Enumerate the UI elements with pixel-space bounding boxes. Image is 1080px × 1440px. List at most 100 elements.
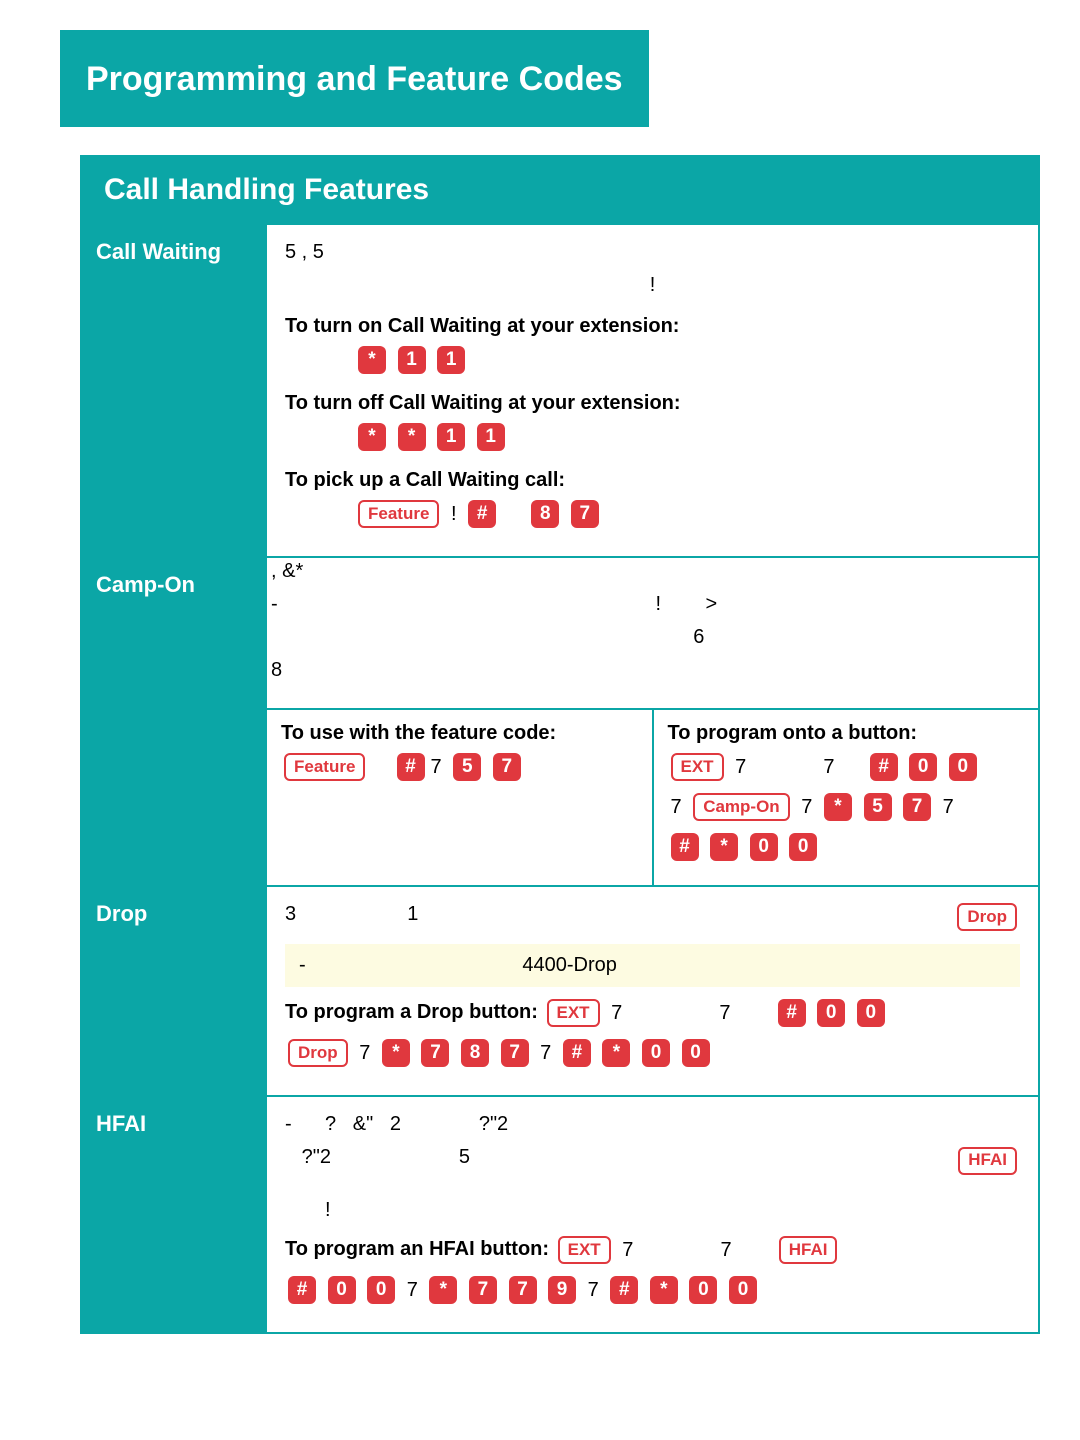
plain-text: 7	[359, 1040, 370, 1067]
title-bar: Programming and Feature Codes	[60, 30, 1040, 127]
plain-text: 7	[719, 1000, 730, 1027]
intro-text: , &*	[271, 558, 1034, 585]
key-sequence: 7 Camp-On 7 * 5 7 7	[668, 791, 1025, 823]
key-sequence: # 0 0 7 * 7 7 9 7 # * 0 0	[285, 1274, 1020, 1306]
section-title: Call Handling Features	[82, 157, 1038, 223]
key-star: *	[382, 1039, 410, 1067]
plain-text: 7	[622, 1237, 633, 1264]
key-digit: 7	[571, 500, 599, 528]
key-digit: 1	[477, 423, 505, 451]
key-digit: 7	[469, 1276, 497, 1304]
key-hash: #	[288, 1276, 316, 1304]
key-digit: 7	[903, 793, 931, 821]
key-hfai: HFAI	[779, 1236, 838, 1264]
key-star: *	[429, 1276, 457, 1304]
key-digit: 0	[750, 833, 778, 861]
key-digit: 0	[817, 999, 845, 1027]
plain-text: 7	[407, 1277, 418, 1304]
page: Programming and Feature Codes Call Handl…	[0, 0, 1080, 1440]
intro-text: !	[285, 272, 1020, 299]
instruction-heading: To use with the feature code:	[281, 720, 638, 747]
intro-text: 6	[271, 624, 1034, 651]
key-sequence: * * 1 1	[285, 421, 1020, 453]
intro-text: 5 , 5	[285, 239, 1020, 266]
key-camp-on: Camp-On	[693, 793, 790, 821]
plain-text: !	[451, 501, 457, 528]
key-digit: 0	[367, 1276, 395, 1304]
key-sequence: Drop 7 * 7 8 7 7 # * 0 0	[285, 1037, 1020, 1069]
key-digit: 0	[949, 753, 977, 781]
key-sequence: # * 0 0	[668, 831, 1025, 863]
key-digit: 9	[548, 1276, 576, 1304]
plain-text: 7	[720, 1237, 731, 1264]
instruction-heading: To pick up a Call Waiting call:	[285, 467, 1020, 494]
key-digit: 7	[493, 753, 521, 781]
main-card: Call Handling Features Call Waiting 5 , …	[80, 155, 1040, 1334]
plain-text: 7	[540, 1040, 551, 1067]
key-hash: #	[870, 753, 898, 781]
key-hash: #	[563, 1039, 591, 1067]
instruction-heading: To program an HFAI button:	[285, 1238, 549, 1260]
key-digit: 0	[909, 753, 937, 781]
key-digit: 0	[642, 1039, 670, 1067]
instruction-heading: To program onto a button:	[668, 720, 1025, 747]
key-digit: 7	[509, 1276, 537, 1304]
row-content: - ? &" 2 ?"2 ?"2 5 HFAI ! To program an …	[267, 1097, 1038, 1332]
key-sequence: EXT 7 7 # 0 0	[668, 751, 1025, 783]
instruction-heading: To program a Drop button:	[285, 1001, 538, 1023]
instruction-heading: To turn on Call Waiting at your extensio…	[285, 313, 1020, 340]
row-camp-on: Camp-On , &* - ! >	[82, 556, 1038, 885]
key-ext: EXT	[547, 999, 600, 1027]
key-digit: 0	[857, 999, 885, 1027]
key-sequence: * 1 1	[285, 344, 1020, 376]
key-star: *	[710, 833, 738, 861]
key-hash: #	[610, 1276, 638, 1304]
key-ext: EXT	[671, 753, 724, 781]
right-column: To program onto a button: EXT 7 7 # 0 0	[654, 710, 1039, 885]
key-digit: 1	[398, 346, 426, 374]
key-digit: 8	[531, 500, 559, 528]
instruction-heading: To turn off Call Waiting at your extensi…	[285, 390, 1020, 417]
key-hash: #	[671, 833, 699, 861]
plain-text: 7	[943, 794, 954, 821]
key-digit: 1	[437, 346, 465, 374]
plain-text: 7	[801, 794, 812, 821]
key-digit: 0	[729, 1276, 757, 1304]
note-box: - 4400-Drop	[285, 944, 1020, 987]
key-star: *	[358, 346, 386, 374]
plain-text: 7	[671, 794, 682, 821]
key-digit: 8	[461, 1039, 489, 1067]
key-ext: EXT	[558, 1236, 611, 1264]
key-hash: #	[468, 500, 496, 528]
key-hash: #	[778, 999, 806, 1027]
key-drop: Drop	[288, 1039, 348, 1067]
page-title: Programming and Feature Codes	[60, 30, 649, 127]
plain-text: 7	[588, 1277, 599, 1304]
key-digit: 1	[437, 423, 465, 451]
key-sequence: Feature ! # 8 7	[285, 498, 1020, 530]
intro-text: 8	[271, 657, 1034, 684]
row-content: 3 1 Drop - 4400-Drop To program a Drop b…	[267, 887, 1038, 1095]
key-sequence: To program an HFAI button: EXT 7 7 HFAI	[285, 1234, 1020, 1266]
key-digit: 5	[864, 793, 892, 821]
key-star: *	[358, 423, 386, 451]
row-label: Call Waiting	[82, 225, 267, 556]
intro-text: !	[285, 1197, 1020, 1224]
key-drop: Drop	[957, 903, 1017, 931]
key-feature: Feature	[284, 753, 365, 781]
intro-text: - ! >	[271, 591, 1034, 618]
plain-text: 7	[735, 754, 746, 781]
row-label: Camp-On	[82, 558, 267, 885]
row-content: , &* - ! > 6 8	[267, 558, 1038, 885]
row-content: 5 , 5 ! To turn on Call Waiting at your …	[267, 225, 1038, 556]
key-sequence: To program a Drop button: EXT 7 7 # 0 0	[285, 997, 1020, 1029]
key-digit: 0	[689, 1276, 717, 1304]
key-star: *	[824, 793, 852, 821]
row-label: Drop	[82, 887, 267, 1095]
key-digit: 0	[328, 1276, 356, 1304]
key-digit: 7	[501, 1039, 529, 1067]
intro-text: ?"2 5	[285, 1144, 470, 1171]
key-digit: 0	[789, 833, 817, 861]
key-star: *	[650, 1276, 678, 1304]
key-digit: 5	[453, 753, 481, 781]
